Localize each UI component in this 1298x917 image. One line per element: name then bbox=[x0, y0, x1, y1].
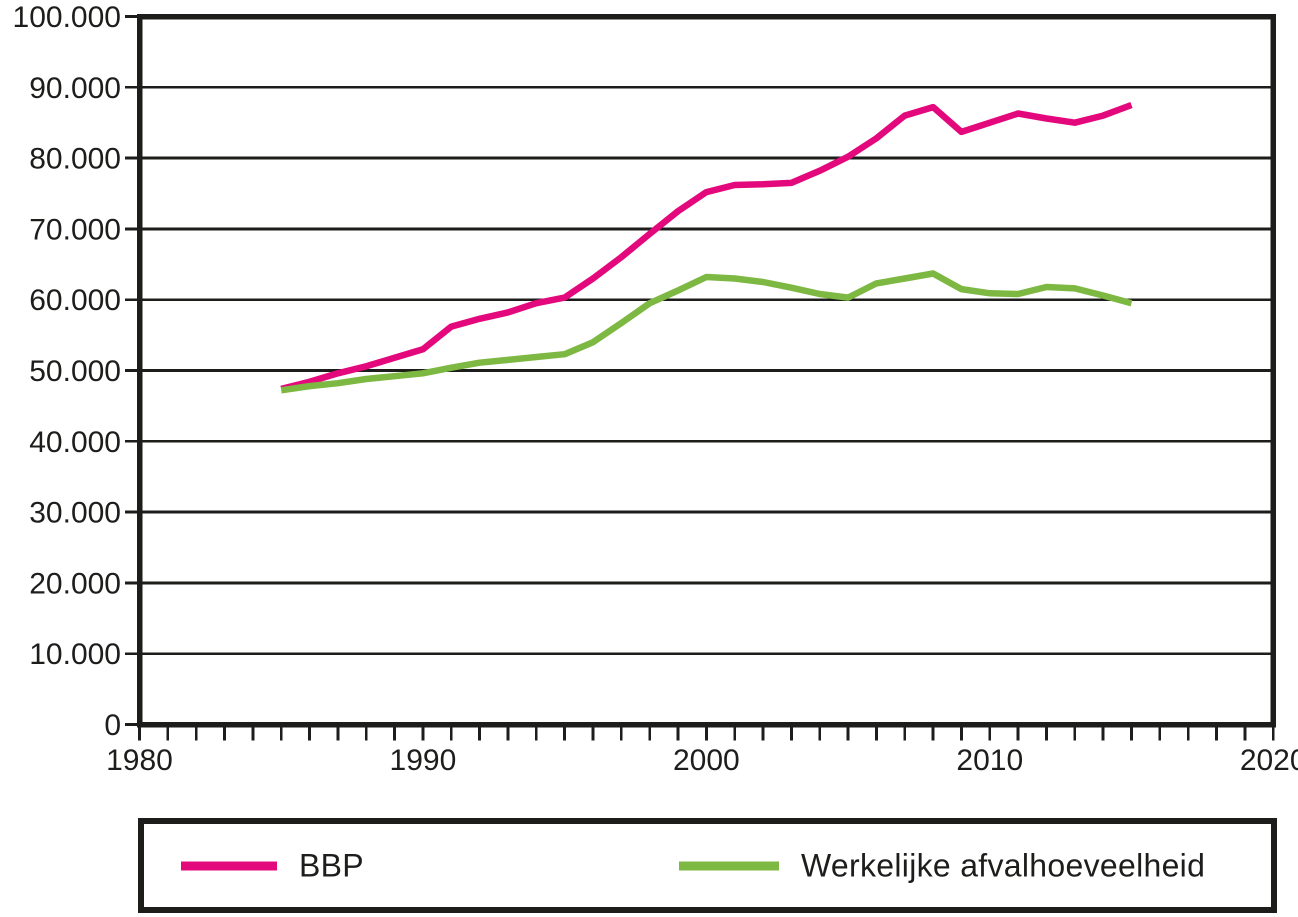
waste-line bbox=[280, 270, 1133, 394]
y-tick-label: 0 bbox=[104, 709, 121, 742]
legend-label-bbp: BBP bbox=[299, 847, 364, 883]
y-tick-label: 90.000 bbox=[29, 72, 121, 105]
y-tick-label: 20.000 bbox=[29, 567, 121, 600]
x-tick-label: 1980 bbox=[106, 744, 173, 777]
y-tick-label: 60.000 bbox=[29, 284, 121, 317]
x-tick-label: 1990 bbox=[390, 744, 457, 777]
bbp-line-swatch bbox=[181, 861, 277, 870]
plot-area: 0 10.000 20.000 30.000 40.000 50.000 60.000 70.… bbox=[13, 1, 1298, 777]
x-tick-label: 2000 bbox=[673, 744, 740, 777]
legend: BBP Werkelijke afvalhoeveelheid bbox=[138, 818, 1277, 913]
x-tick-label: 2020 bbox=[1240, 744, 1298, 777]
y-tick-label: 40.000 bbox=[29, 426, 121, 459]
y-tick-label: 50.000 bbox=[29, 355, 121, 388]
y-tick-label: 30.000 bbox=[29, 497, 121, 530]
y-tick-label: 80.000 bbox=[29, 143, 121, 176]
waste-line-swatch bbox=[679, 861, 779, 870]
bbp-line bbox=[280, 101, 1133, 393]
y-tick-label: 10.000 bbox=[29, 638, 121, 671]
y-tick-label: 100.000 bbox=[13, 1, 121, 34]
x-tick-label: 2010 bbox=[956, 744, 1023, 777]
legend-label-waste: Werkelijke afvalhoeveelheid bbox=[801, 847, 1206, 883]
y-tick-label: 70.000 bbox=[29, 213, 121, 246]
